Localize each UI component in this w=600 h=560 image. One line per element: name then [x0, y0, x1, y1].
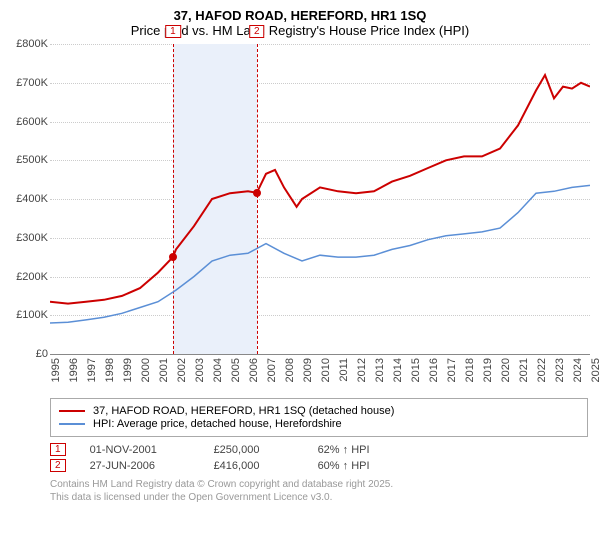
- x-tick-label: 2005: [230, 358, 242, 382]
- footer-line: This data is licensed under the Open Gov…: [50, 491, 588, 504]
- plot-area: 12: [50, 44, 590, 354]
- legend-swatch: [59, 410, 85, 412]
- series-svg: [50, 44, 590, 354]
- y-tick-label: £800K: [16, 38, 48, 50]
- x-tick-label: 2006: [248, 358, 260, 382]
- x-tick-label: 2013: [374, 358, 386, 382]
- page-title: 37, HAFOD ROAD, HEREFORD, HR1 1SQ: [12, 8, 588, 23]
- x-tick-label: 2017: [446, 358, 458, 382]
- y-tick-label: £200K: [16, 271, 48, 283]
- x-tick-label: 2025: [590, 358, 600, 382]
- x-tick-label: 2015: [410, 358, 422, 382]
- series-line: [50, 185, 590, 323]
- x-tick-label: 2022: [536, 358, 548, 382]
- x-tick-label: 2009: [302, 358, 314, 382]
- legend-label: 37, HAFOD ROAD, HEREFORD, HR1 1SQ (detac…: [93, 405, 394, 417]
- event-row: 2 27-JUN-2006 £416,000 60% ↑ HPI: [50, 459, 588, 472]
- x-tick-label: 2004: [212, 358, 224, 382]
- y-tick-label: £700K: [16, 77, 48, 89]
- y-tick-label: £0: [36, 348, 48, 360]
- x-tick-label: 2014: [392, 358, 404, 382]
- footer: Contains HM Land Registry data © Crown c…: [50, 478, 588, 504]
- page-subtitle: Price paid vs. HM Land Registry's House …: [12, 23, 588, 38]
- event-delta: 60% ↑ HPI: [318, 460, 370, 472]
- x-tick-label: 2002: [176, 358, 188, 382]
- x-tick-label: 2001: [158, 358, 170, 382]
- x-tick-label: 2011: [338, 358, 350, 382]
- marker-label: 1: [165, 25, 181, 38]
- marker-label: 2: [249, 25, 265, 38]
- event-date: 01-NOV-2001: [90, 444, 190, 456]
- x-tick-label: 2010: [320, 358, 332, 382]
- event-price: £416,000: [214, 460, 294, 472]
- x-tick-label: 2012: [356, 358, 368, 382]
- event-delta: 62% ↑ HPI: [318, 444, 370, 456]
- event-date: 27-JUN-2006: [90, 460, 190, 472]
- y-tick-label: £100K: [16, 309, 48, 321]
- legend-swatch: [59, 423, 85, 425]
- legend: 37, HAFOD ROAD, HEREFORD, HR1 1SQ (detac…: [50, 398, 588, 437]
- x-tick-label: 2003: [194, 358, 206, 382]
- x-tick-label: 2008: [284, 358, 296, 382]
- y-tick-label: £400K: [16, 193, 48, 205]
- y-tick-label: £500K: [16, 154, 48, 166]
- series-line: [50, 75, 590, 304]
- x-tick-label: 2021: [518, 358, 530, 382]
- event-badge: 1: [50, 443, 66, 456]
- legend-row: HPI: Average price, detached house, Here…: [59, 418, 579, 430]
- sale-point: [253, 189, 261, 197]
- x-tick-label: 1998: [104, 358, 116, 382]
- x-axis: 1995 1996 1997 1998 1999 2000 2001 2002 2003 2004…: [50, 354, 590, 394]
- x-tick-label: 2019: [482, 358, 494, 382]
- event-list: 1 01-NOV-2001 £250,000 62% ↑ HPI 2 27-JUN-200…: [50, 443, 588, 472]
- x-tick-label: 1997: [86, 358, 98, 382]
- event-row: 1 01-NOV-2001 £250,000 62% ↑ HPI: [50, 443, 588, 456]
- x-tick-label: 2000: [140, 358, 152, 382]
- chart: £0£100K£200K£300K£400K£500K£600K£700K£80…: [12, 44, 588, 354]
- x-tick-label: 2023: [554, 358, 566, 382]
- x-tick-label: 1996: [68, 358, 80, 382]
- event-price: £250,000: [214, 444, 294, 456]
- sale-point: [169, 253, 177, 261]
- legend-label: HPI: Average price, detached house, Here…: [93, 418, 342, 430]
- y-axis: £0£100K£200K£300K£400K£500K£600K£700K£80…: [12, 44, 48, 354]
- footer-line: Contains HM Land Registry data © Crown c…: [50, 478, 588, 491]
- x-tick-label: 2018: [464, 358, 476, 382]
- y-tick-label: £600K: [16, 116, 48, 128]
- x-tick-label: 2024: [572, 358, 584, 382]
- x-tick-label: 2007: [266, 358, 278, 382]
- legend-row: 37, HAFOD ROAD, HEREFORD, HR1 1SQ (detac…: [59, 405, 579, 417]
- x-tick-label: 2020: [500, 358, 512, 382]
- x-tick-label: 2016: [428, 358, 440, 382]
- x-tick-label: 1999: [122, 358, 134, 382]
- y-tick-label: £300K: [16, 232, 48, 244]
- event-badge: 2: [50, 459, 66, 472]
- x-tick-label: 1995: [50, 358, 62, 382]
